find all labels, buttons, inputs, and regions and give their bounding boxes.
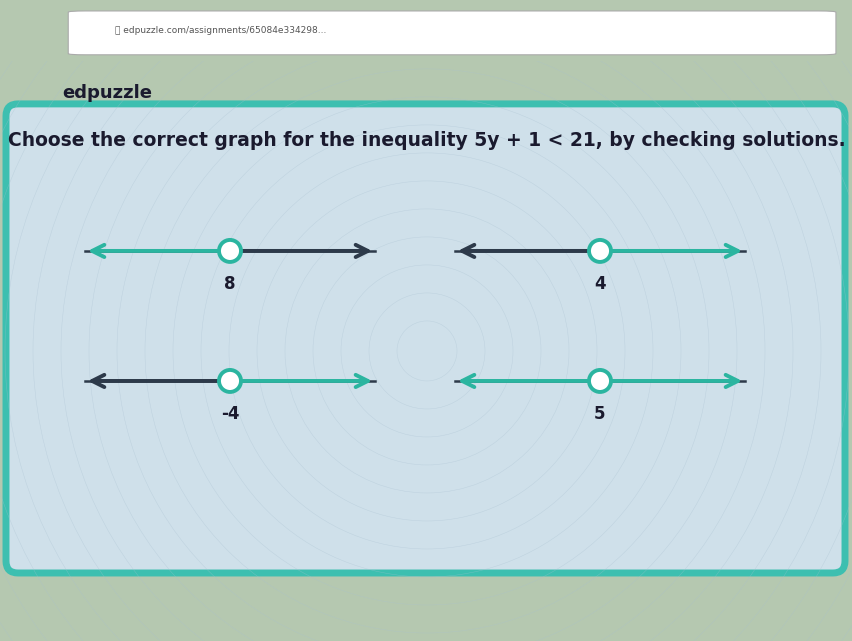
Text: 4: 4 bbox=[594, 275, 605, 293]
Text: 🔒 edpuzzle.com/assignments/65084e334298...: 🔒 edpuzzle.com/assignments/65084e334298.… bbox=[115, 26, 326, 35]
Circle shape bbox=[589, 370, 610, 392]
Text: 5: 5 bbox=[594, 405, 605, 423]
Text: -4: -4 bbox=[221, 405, 239, 423]
Circle shape bbox=[219, 370, 241, 392]
Text: Choose the correct graph for the inequality 5y + 1 < 21, by checking solutions.: Choose the correct graph for the inequal… bbox=[9, 131, 845, 151]
FancyBboxPatch shape bbox=[6, 104, 844, 573]
Text: edpuzzle: edpuzzle bbox=[62, 84, 152, 102]
Circle shape bbox=[589, 240, 610, 262]
Circle shape bbox=[219, 240, 241, 262]
FancyBboxPatch shape bbox=[68, 11, 835, 54]
Text: 8: 8 bbox=[224, 275, 235, 293]
